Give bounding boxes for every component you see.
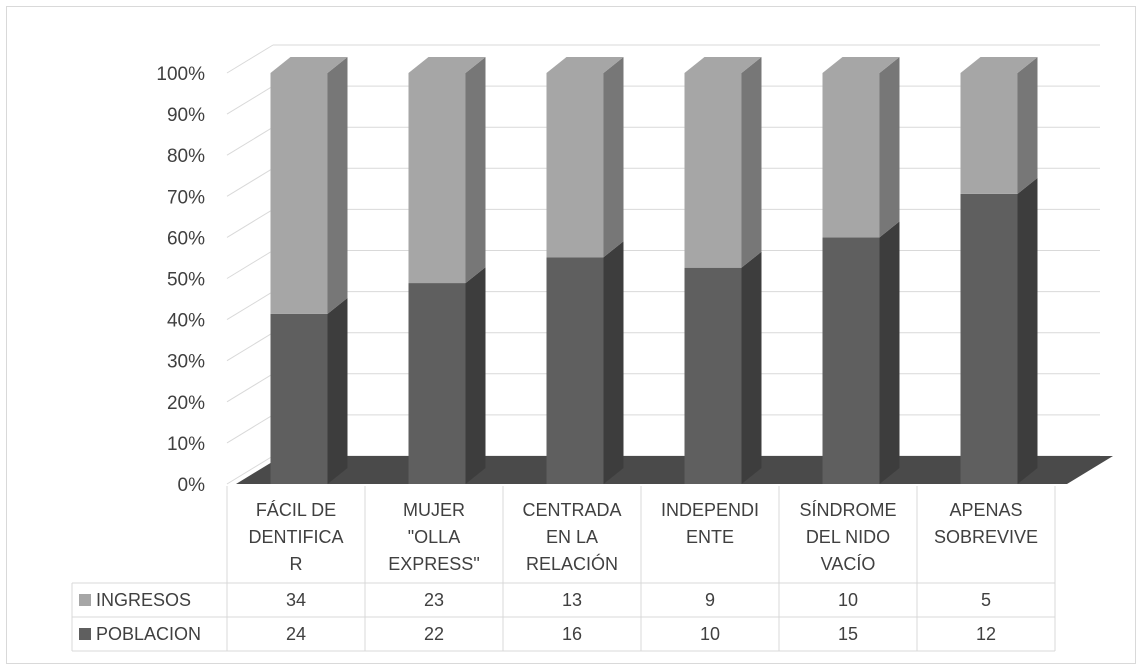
data-label-poblacion: 16 — [562, 624, 582, 644]
category-label: "OLLA — [408, 527, 460, 547]
bar-ingresos-1 — [408, 73, 466, 284]
gridline-side — [226, 373, 274, 403]
y-tick-label: 70% — [167, 187, 205, 208]
y-tick-label: 30% — [167, 352, 205, 373]
bar-poblacion-1 — [408, 283, 466, 484]
y-tick-label: 40% — [167, 311, 205, 332]
bar-top-4 — [822, 57, 900, 73]
category-label: EXPRESS" — [388, 554, 479, 574]
y-tick-label: 20% — [167, 393, 205, 414]
category-label: EN LA — [546, 527, 598, 547]
bar-side-poblacion-1 — [465, 267, 486, 484]
bar-side-poblacion-4 — [879, 221, 900, 484]
bar-ingresos-4 — [822, 73, 880, 238]
category-label: DEL NIDO — [806, 527, 890, 547]
bar-top-5 — [960, 57, 1038, 73]
data-label-ingresos: 10 — [838, 590, 858, 610]
gridline-side — [226, 126, 274, 156]
bar-side-ingresos-5 — [1017, 57, 1038, 194]
data-label-ingresos: 13 — [562, 590, 582, 610]
y-tick-label: 90% — [167, 105, 205, 126]
bar-ingresos-5 — [960, 73, 1018, 194]
bar-ingresos-3 — [684, 73, 742, 268]
bar-side-ingresos-0 — [327, 57, 348, 314]
bar-top-0 — [270, 57, 348, 73]
category-label: INDEPENDI — [661, 500, 759, 520]
y-tick-label: 0% — [178, 475, 206, 496]
legend-key-ingresos — [79, 594, 91, 606]
category-label: FÁCIL DE — [256, 500, 336, 520]
bar-top-3 — [684, 57, 762, 73]
gridline-side — [226, 332, 274, 362]
gridline-side — [226, 291, 274, 321]
category-label: DENTIFICA — [248, 527, 343, 547]
bar-poblacion-0 — [270, 313, 328, 484]
data-label-poblacion: 12 — [976, 624, 996, 644]
bar-side-ingresos-3 — [741, 57, 762, 268]
data-label-ingresos: 5 — [981, 590, 991, 610]
bar-side-poblacion-0 — [327, 297, 348, 484]
category-label: SOBREVIVE — [934, 527, 1038, 547]
bar-poblacion-2 — [546, 257, 604, 484]
category-label: MUJER — [403, 500, 465, 520]
data-label-poblacion: 10 — [700, 624, 720, 644]
gridline-side — [226, 85, 274, 115]
row-label-poblacion: POBLACION — [96, 624, 201, 644]
y-tick-label: 60% — [167, 228, 205, 249]
data-label-poblacion: 22 — [424, 624, 444, 644]
bar-poblacion-5 — [960, 193, 1018, 484]
y-tick-label: 80% — [167, 146, 205, 167]
category-label: CENTRADA — [522, 500, 621, 520]
data-label-poblacion: 24 — [286, 624, 306, 644]
y-tick-label: 100% — [156, 64, 205, 85]
bar-top-2 — [546, 57, 624, 73]
gridline-side — [226, 167, 274, 197]
y-tick-label: 50% — [167, 270, 205, 291]
bar-top-1 — [408, 57, 486, 73]
y-tick-label: 10% — [167, 434, 205, 455]
bar-side-ingresos-4 — [879, 57, 900, 238]
legend-key-poblacion — [79, 628, 91, 640]
bar-side-ingresos-2 — [603, 57, 624, 258]
bar-ingresos-0 — [270, 73, 328, 314]
data-label-poblacion: 15 — [838, 624, 858, 644]
gridline-side — [226, 208, 274, 238]
row-label-ingresos: INGRESOS — [96, 590, 191, 610]
category-label: APENAS — [949, 500, 1022, 520]
bar-poblacion-3 — [684, 267, 742, 484]
data-label-ingresos: 34 — [286, 590, 306, 610]
bar-side-ingresos-1 — [465, 57, 486, 284]
data-label-ingresos: 9 — [705, 590, 715, 610]
category-label: VACÍO — [821, 554, 876, 574]
bar-side-poblacion-5 — [1017, 177, 1038, 484]
category-label: ENTE — [686, 527, 734, 547]
bar-ingresos-2 — [546, 73, 604, 258]
gridline-side — [226, 44, 274, 74]
bar-side-poblacion-2 — [603, 241, 624, 484]
category-label: R — [290, 554, 303, 574]
gridline-side — [226, 455, 274, 485]
data-label-ingresos: 23 — [424, 590, 444, 610]
category-label: SÍNDROME — [799, 500, 896, 520]
bar-side-poblacion-3 — [741, 251, 762, 484]
gridline-side — [226, 414, 274, 444]
category-label: RELACIÓN — [526, 553, 618, 574]
gridline-side — [226, 250, 274, 279]
bar-poblacion-4 — [822, 237, 880, 484]
